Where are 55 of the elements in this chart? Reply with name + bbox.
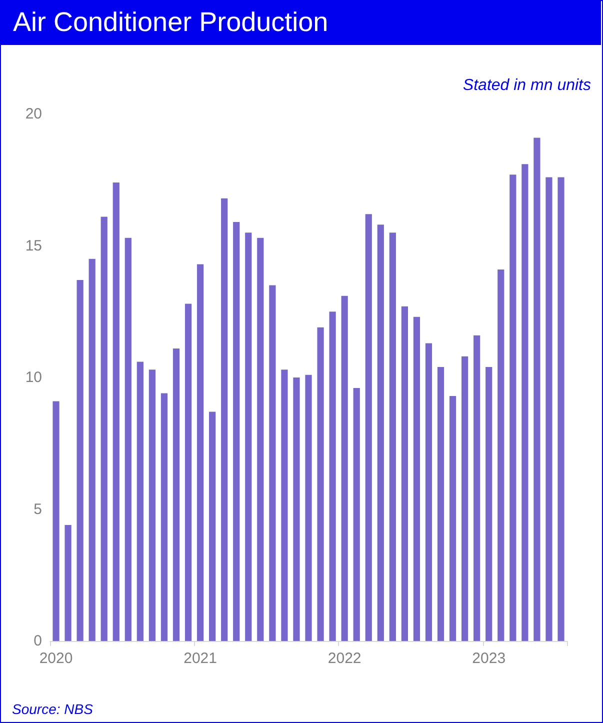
bar	[365, 214, 372, 641]
bar	[269, 285, 276, 641]
y-tick-label: 15	[25, 237, 42, 254]
bar	[353, 388, 360, 641]
bar	[317, 327, 324, 641]
y-tick-label: 20	[25, 106, 42, 122]
bar	[281, 370, 288, 641]
bar	[534, 138, 540, 641]
bar	[305, 374, 312, 641]
x-tick-label: 2023	[472, 650, 506, 667]
y-tick-label: 10	[25, 369, 42, 386]
bar	[522, 164, 528, 641]
source-note: Source: NBS	[12, 701, 93, 717]
bar	[160, 393, 168, 641]
bar	[329, 312, 336, 641]
bar	[100, 216, 108, 641]
bar	[245, 232, 252, 641]
bar	[413, 316, 420, 641]
bar	[148, 370, 156, 641]
bar	[389, 232, 396, 641]
bar	[546, 177, 552, 641]
bar	[88, 258, 96, 641]
bar	[341, 296, 348, 641]
bar	[558, 177, 564, 641]
y-tick-label: 5	[34, 500, 42, 518]
bar	[221, 198, 228, 641]
bar	[64, 525, 72, 641]
bar	[425, 343, 432, 641]
chart-subtitle: Stated in mn units	[462, 77, 591, 95]
x-tick-label: 2020	[39, 650, 73, 667]
chart-title: Air Conditioner Production	[0, 0, 601, 45]
bar	[184, 304, 192, 641]
y-tick-label: 0	[34, 632, 42, 650]
bar	[401, 306, 408, 641]
bar	[293, 378, 300, 641]
bar	[257, 238, 264, 641]
bar	[233, 222, 240, 641]
bar	[124, 238, 132, 641]
bar	[112, 182, 120, 641]
bar	[196, 264, 204, 641]
bar	[510, 174, 516, 641]
bar	[461, 356, 468, 641]
bar	[498, 269, 504, 641]
bar	[172, 348, 180, 641]
bar	[52, 401, 60, 641]
bar	[449, 396, 456, 641]
bar	[437, 366, 444, 641]
bar	[474, 335, 480, 641]
bar	[377, 224, 384, 641]
bar	[136, 362, 144, 641]
x-tick-label: 2022	[328, 650, 362, 667]
x-tick-label: 2021	[184, 650, 217, 667]
bar	[76, 280, 84, 641]
bar	[209, 412, 216, 641]
bar	[486, 366, 492, 641]
